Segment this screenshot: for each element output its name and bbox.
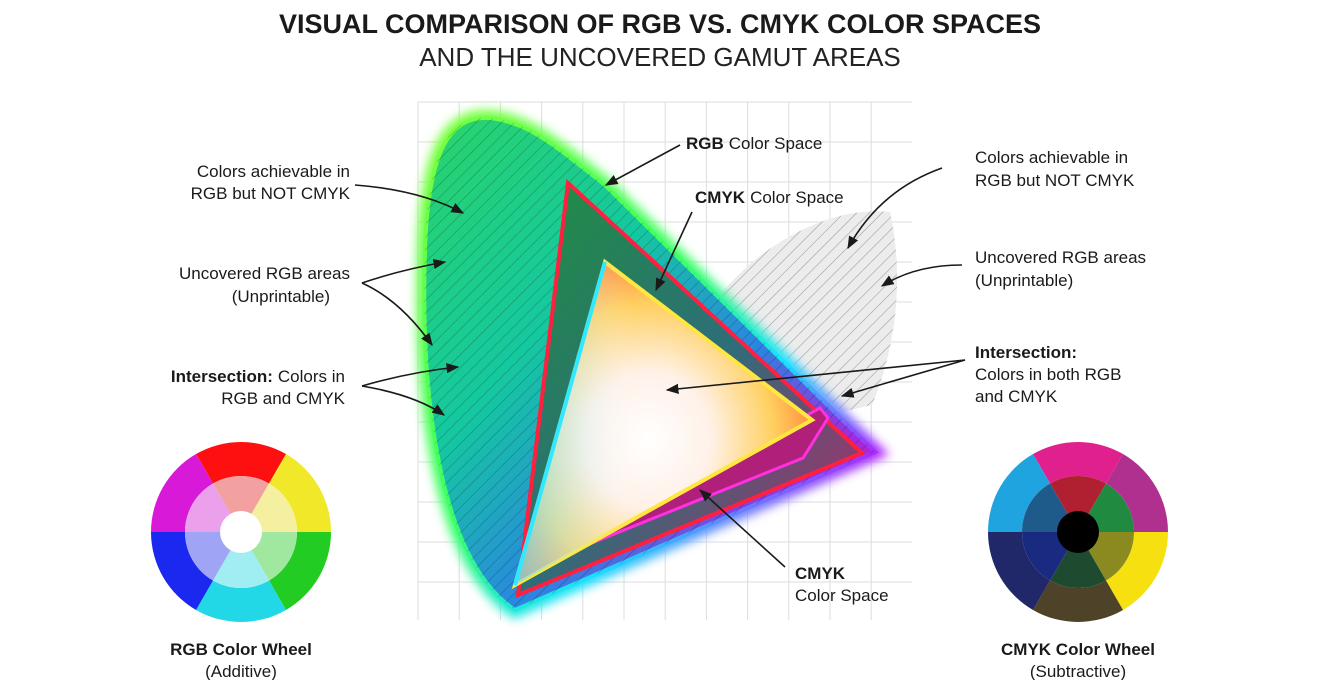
bold-text: RGB xyxy=(686,134,724,153)
text: Colors in xyxy=(278,367,345,386)
right-label-3-bold: Intersection: xyxy=(975,343,1077,362)
rgb-wheel xyxy=(151,441,331,622)
subtitle: AND THE UNCOVERED GAMUT AREAS xyxy=(419,42,901,72)
wheel-segment xyxy=(988,454,1050,532)
text: Color Space xyxy=(750,188,844,207)
left-label-3-line-1: Intersection: Colors in xyxy=(171,367,345,386)
cmyk-wheel-title: CMYK Color Wheel xyxy=(1001,640,1155,659)
right-label-2-line-1: Uncovered RGB areas xyxy=(975,248,1146,267)
wheel-segment xyxy=(269,532,331,610)
left-label-1-line-1: Colors achievable in xyxy=(197,162,350,181)
arrows xyxy=(354,144,966,568)
cmyk-shade xyxy=(515,262,812,585)
wheel-segment xyxy=(251,483,297,532)
wheel-segment xyxy=(151,454,213,532)
text: Color Space xyxy=(729,134,823,153)
bold-text: Intersection: xyxy=(171,367,273,386)
wheel-segment xyxy=(1050,475,1106,515)
wheel-segment xyxy=(1050,549,1106,588)
right-label-1-line-1: Colors achievable in xyxy=(975,148,1128,167)
cmyk-bottom-bold: CMYK xyxy=(795,564,846,583)
wheel-segment xyxy=(213,475,269,515)
left-label-2-line-2: (Unprintable) xyxy=(232,287,330,306)
wheel-segment xyxy=(1022,483,1068,532)
cmyk-wheel xyxy=(988,441,1168,622)
cmyk-bottom-text: Color Space xyxy=(795,586,889,605)
left-label-1-line-2: RGB but NOT CMYK xyxy=(191,184,351,203)
wheel-center xyxy=(220,511,262,553)
rgb-label: RGB Color Space xyxy=(686,134,822,153)
wheel-segment xyxy=(1088,483,1134,532)
wheel-segment xyxy=(196,580,286,622)
wheel-segment xyxy=(1022,532,1068,581)
wheel-segment xyxy=(185,483,231,532)
rgb-wheel-title: RGB Color Wheel xyxy=(170,640,312,659)
wheel-segment xyxy=(1106,532,1168,610)
wheel-segment xyxy=(151,532,213,610)
right-label-3-line-2: and CMYK xyxy=(975,387,1058,406)
cmyk-top-label: CMYK Color Space xyxy=(695,188,844,207)
wheel-segment xyxy=(196,441,286,484)
wheel-segment xyxy=(185,532,231,581)
bold-text: CMYK xyxy=(695,188,746,207)
wheel-segment xyxy=(1088,532,1134,581)
wheel-segment xyxy=(251,532,297,581)
right-label-1-line-2: RGB but NOT CMYK xyxy=(975,171,1135,190)
wheel-segment xyxy=(269,454,331,532)
cmyk-edge xyxy=(513,261,607,586)
rgb-wheel-note: (Additive) xyxy=(205,662,277,680)
wheel-segment xyxy=(1033,580,1123,622)
wheel-segment xyxy=(988,532,1050,610)
wheel-segment xyxy=(1033,441,1123,484)
wheel-center xyxy=(1057,511,1099,553)
wheel-segment xyxy=(213,549,269,588)
title: VISUAL COMPARISON OF RGB VS. CMYK COLOR … xyxy=(279,9,1041,39)
wheel-segment xyxy=(1106,454,1168,532)
left-label-2-line-1: Uncovered RGB areas xyxy=(179,264,350,283)
left-label-3-line-2: RGB and CMYK xyxy=(221,389,345,408)
uncovered-hatch xyxy=(720,211,898,412)
cmyk-wheel-note: (Subtractive) xyxy=(1030,662,1126,680)
right-label-2-line-2: (Unprintable) xyxy=(975,271,1073,290)
right-label-3-line-1: Colors in both RGB xyxy=(975,365,1121,384)
